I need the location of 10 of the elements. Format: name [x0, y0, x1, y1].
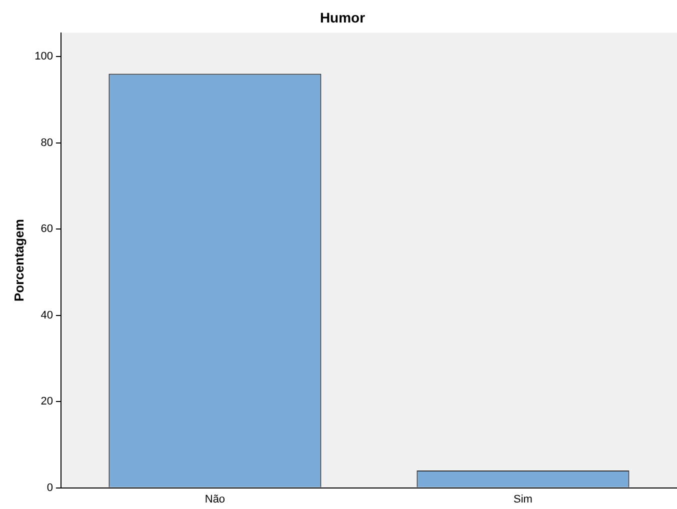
- y-tick-label: 40: [40, 309, 53, 322]
- x-tick-label: Sim: [514, 493, 532, 506]
- y-tick-label: 100: [34, 50, 53, 63]
- x-tick-label: Não: [204, 493, 226, 506]
- y-tick-label: 20: [40, 396, 53, 408]
- y-axis-title: Porcentagem: [11, 219, 26, 302]
- y-tick-label: 80: [40, 136, 53, 149]
- y-tick-label: 60: [40, 223, 53, 236]
- chart-title: Humor: [320, 9, 366, 26]
- y-tick-label: 0: [46, 482, 53, 494]
